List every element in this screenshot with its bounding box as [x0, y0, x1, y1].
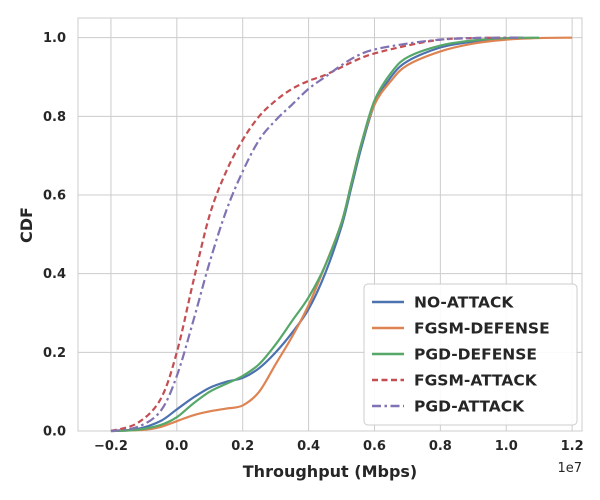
- series-line-no-attack: [110, 36, 523, 433]
- x-tick-label: 0.2: [231, 439, 254, 454]
- legend-label-fgsm-attack: FGSM-ATTACK: [414, 372, 538, 390]
- series-lines: [110, 36, 573, 433]
- series-line-pgd-defense: [110, 36, 540, 433]
- x-tick-label: 1.0: [495, 439, 518, 454]
- x-tick-label: 0.8: [429, 439, 452, 454]
- legend-label-no-attack: NO-ATTACK: [414, 294, 514, 312]
- legend-label-pgd-defense: PGD-DEFENSE: [414, 346, 537, 364]
- y-tick-label: 0.8: [43, 110, 66, 125]
- y-axis-ticks: 0.0 0.2 0.4 0.6 0.8 1.0: [43, 31, 66, 439]
- y-tick-label: 0.2: [43, 346, 66, 361]
- series-line-fgsm-attack: [110, 36, 507, 433]
- y-tick-label: 0.4: [43, 267, 66, 282]
- x-tick-label: 0.4: [297, 439, 320, 454]
- x-axis-offset-label: 1e7: [557, 461, 582, 476]
- legend-box: [363, 283, 578, 426]
- x-tick-label: −0.2: [94, 439, 128, 454]
- legend-label-pgd-attack: PGD-ATTACK: [414, 398, 525, 416]
- y-tick-label: 0.0: [43, 425, 66, 440]
- x-axis-ticks: −0.2 0.0 0.2 0.4 0.6 0.8 1.0 1.2: [94, 439, 584, 454]
- y-tick-label: 1.0: [43, 31, 66, 46]
- x-tick-label: 1.2: [561, 439, 584, 454]
- series-line-pgd-attack: [110, 36, 523, 433]
- legend-label-fgsm-defense: FGSM-DEFENSE: [414, 320, 550, 338]
- x-axis-label: Throughput (Mbps): [243, 462, 417, 481]
- x-tick-label: 0.0: [165, 439, 188, 454]
- x-tick-label: 0.6: [363, 439, 386, 454]
- legend: NO-ATTACK FGSM-DEFENSE PGD-DEFENSE FGSM-ATT…: [363, 283, 578, 426]
- y-axis-label: CDF: [17, 207, 36, 243]
- y-tick-label: 0.6: [43, 189, 66, 204]
- series-line-fgsm-defense: [110, 36, 573, 433]
